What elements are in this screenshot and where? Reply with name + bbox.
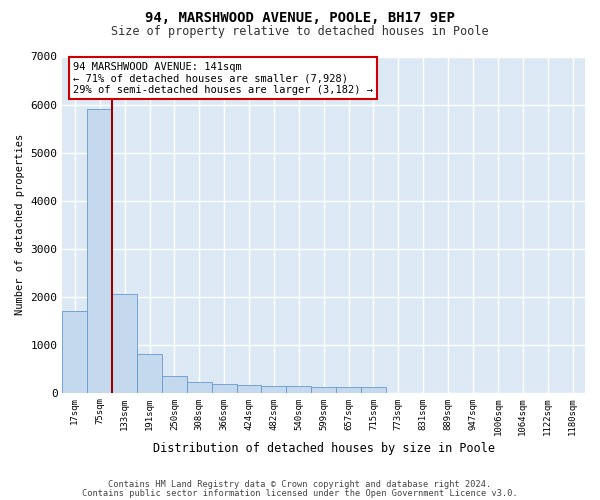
Text: 94 MARSHWOOD AVENUE: 141sqm
← 71% of detached houses are smaller (7,928)
29% of : 94 MARSHWOOD AVENUE: 141sqm ← 71% of det… xyxy=(73,62,373,94)
Bar xyxy=(212,384,236,392)
Bar xyxy=(62,311,88,392)
Bar xyxy=(361,388,386,392)
Bar xyxy=(336,387,361,392)
Bar xyxy=(236,385,262,392)
Bar xyxy=(137,354,162,393)
Text: Contains HM Land Registry data © Crown copyright and database right 2024.: Contains HM Land Registry data © Crown c… xyxy=(109,480,491,489)
Bar xyxy=(88,110,112,393)
Text: Contains public sector information licensed under the Open Government Licence v3: Contains public sector information licen… xyxy=(82,488,518,498)
Bar xyxy=(187,382,212,392)
Bar xyxy=(162,376,187,392)
Text: 94, MARSHWOOD AVENUE, POOLE, BH17 9EP: 94, MARSHWOOD AVENUE, POOLE, BH17 9EP xyxy=(145,12,455,26)
Text: Size of property relative to detached houses in Poole: Size of property relative to detached ho… xyxy=(111,25,489,38)
X-axis label: Distribution of detached houses by size in Poole: Distribution of detached houses by size … xyxy=(153,442,495,455)
Bar xyxy=(311,387,336,392)
Y-axis label: Number of detached properties: Number of detached properties xyxy=(15,134,25,315)
Bar xyxy=(262,386,286,392)
Bar xyxy=(286,386,311,392)
Bar xyxy=(112,294,137,392)
